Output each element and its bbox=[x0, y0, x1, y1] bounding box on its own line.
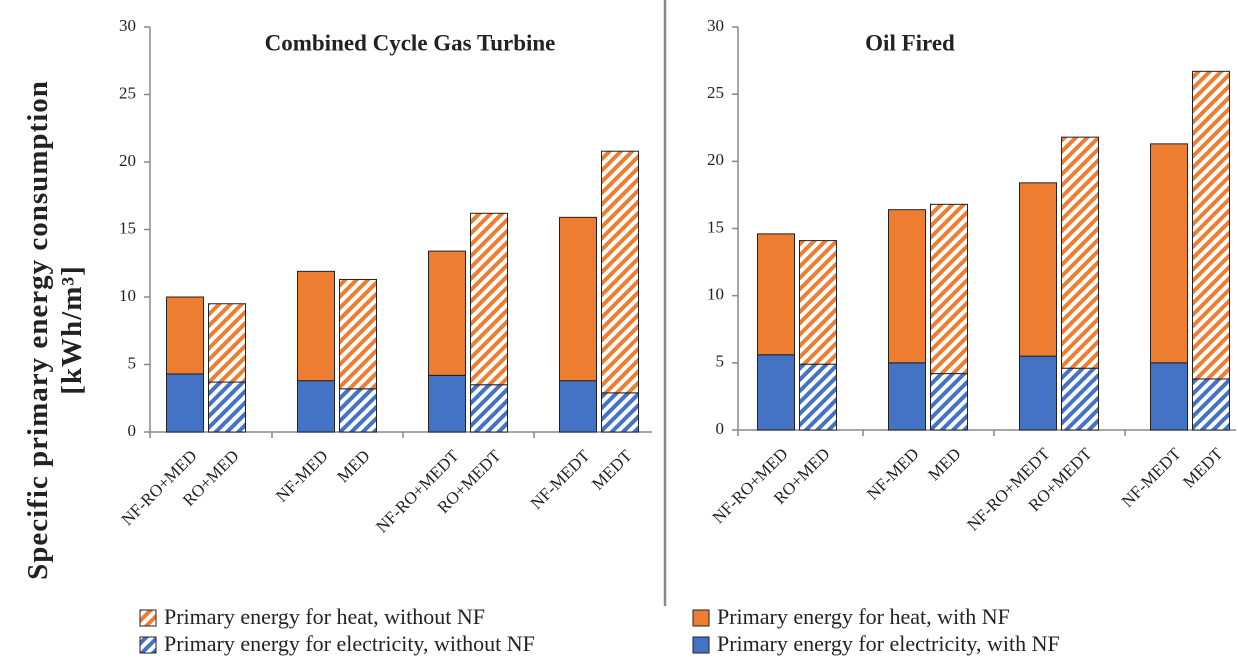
chart-title: Oil Fired bbox=[865, 30, 955, 55]
bar-segment bbox=[428, 374, 466, 433]
x-tick-label: NF-MEDT bbox=[527, 446, 594, 513]
bar-segment bbox=[601, 150, 639, 394]
bar-segment bbox=[166, 373, 204, 433]
bar-segment bbox=[799, 240, 837, 365]
x-tick-label: NF-MED bbox=[272, 446, 332, 506]
bar-segment bbox=[757, 354, 795, 431]
bar-segment bbox=[339, 388, 377, 433]
x-tick-label: NF-MED bbox=[863, 444, 923, 504]
y-tick-label: 5 bbox=[716, 352, 725, 371]
legend-swatch bbox=[692, 636, 710, 654]
y-tick-label: 25 bbox=[707, 83, 724, 102]
y-tick-label: 30 bbox=[707, 16, 724, 35]
x-tick-label: NF-MEDT bbox=[1118, 444, 1185, 511]
bar-segment bbox=[1019, 182, 1057, 357]
bar-segment bbox=[799, 363, 837, 431]
bar-segment bbox=[339, 278, 377, 390]
y-tick-label: 0 bbox=[128, 421, 137, 440]
bar-segment bbox=[559, 216, 597, 382]
x-tick-label: MED bbox=[333, 446, 373, 486]
x-tick-label: MED bbox=[924, 444, 964, 484]
y-tick-label: 10 bbox=[707, 285, 724, 304]
legend-label: Primary energy for heat, with NF bbox=[717, 604, 1010, 629]
y-tick-label: 5 bbox=[128, 353, 137, 372]
y-tick-label: 30 bbox=[119, 16, 136, 35]
y-tick-label: 20 bbox=[707, 150, 724, 169]
y-axis-label-line: [kWh/m³] bbox=[56, 265, 88, 394]
y-tick-label: 0 bbox=[716, 419, 725, 438]
bar-segment bbox=[1061, 367, 1099, 431]
legend-label: Primary energy for heat, without NF bbox=[164, 604, 485, 629]
bar-segment bbox=[888, 362, 926, 431]
legend-swatch bbox=[139, 636, 157, 654]
y-tick-label: 25 bbox=[119, 83, 136, 102]
bar-segment bbox=[470, 384, 508, 433]
bar-segment bbox=[601, 392, 639, 433]
y-tick-label: 15 bbox=[707, 217, 724, 236]
bar-segment bbox=[1192, 378, 1230, 431]
bar-segment bbox=[888, 209, 926, 364]
bar-segment bbox=[297, 380, 335, 433]
bar-segment bbox=[208, 381, 246, 433]
bar-segment bbox=[1019, 355, 1057, 431]
bar-segment bbox=[166, 296, 204, 375]
bar-segment bbox=[930, 373, 968, 431]
y-tick-label: 10 bbox=[119, 286, 136, 305]
bar-segment bbox=[757, 233, 795, 356]
y-axis-label-line: Specific primary energy consumption bbox=[22, 80, 54, 580]
legend-label: Primary energy for electricity, without … bbox=[164, 631, 535, 656]
bar-segment bbox=[470, 212, 508, 386]
bar-segment bbox=[1192, 70, 1230, 380]
x-tick-label: MEDT bbox=[1179, 444, 1227, 492]
x-tick-label: MEDT bbox=[588, 446, 636, 494]
chart-title: Combined Cycle Gas Turbine bbox=[265, 30, 556, 55]
bar-segment bbox=[1061, 136, 1099, 369]
y-tick-label: 15 bbox=[119, 218, 136, 237]
bar-segment bbox=[428, 250, 466, 376]
bar-segment bbox=[930, 203, 968, 375]
legend-label: Primary energy for electricity, with NF bbox=[717, 631, 1060, 656]
bar-segment bbox=[1150, 143, 1188, 364]
legend-swatch bbox=[139, 609, 157, 627]
bar-segment bbox=[559, 380, 597, 433]
bar-segment bbox=[1150, 362, 1188, 431]
legend-swatch bbox=[692, 609, 710, 627]
bar-segment bbox=[208, 303, 246, 383]
bar-segment bbox=[297, 270, 335, 382]
y-tick-label: 20 bbox=[119, 151, 136, 170]
y-axis-label: Specific primary energy consumption[kWh/… bbox=[22, 80, 88, 580]
